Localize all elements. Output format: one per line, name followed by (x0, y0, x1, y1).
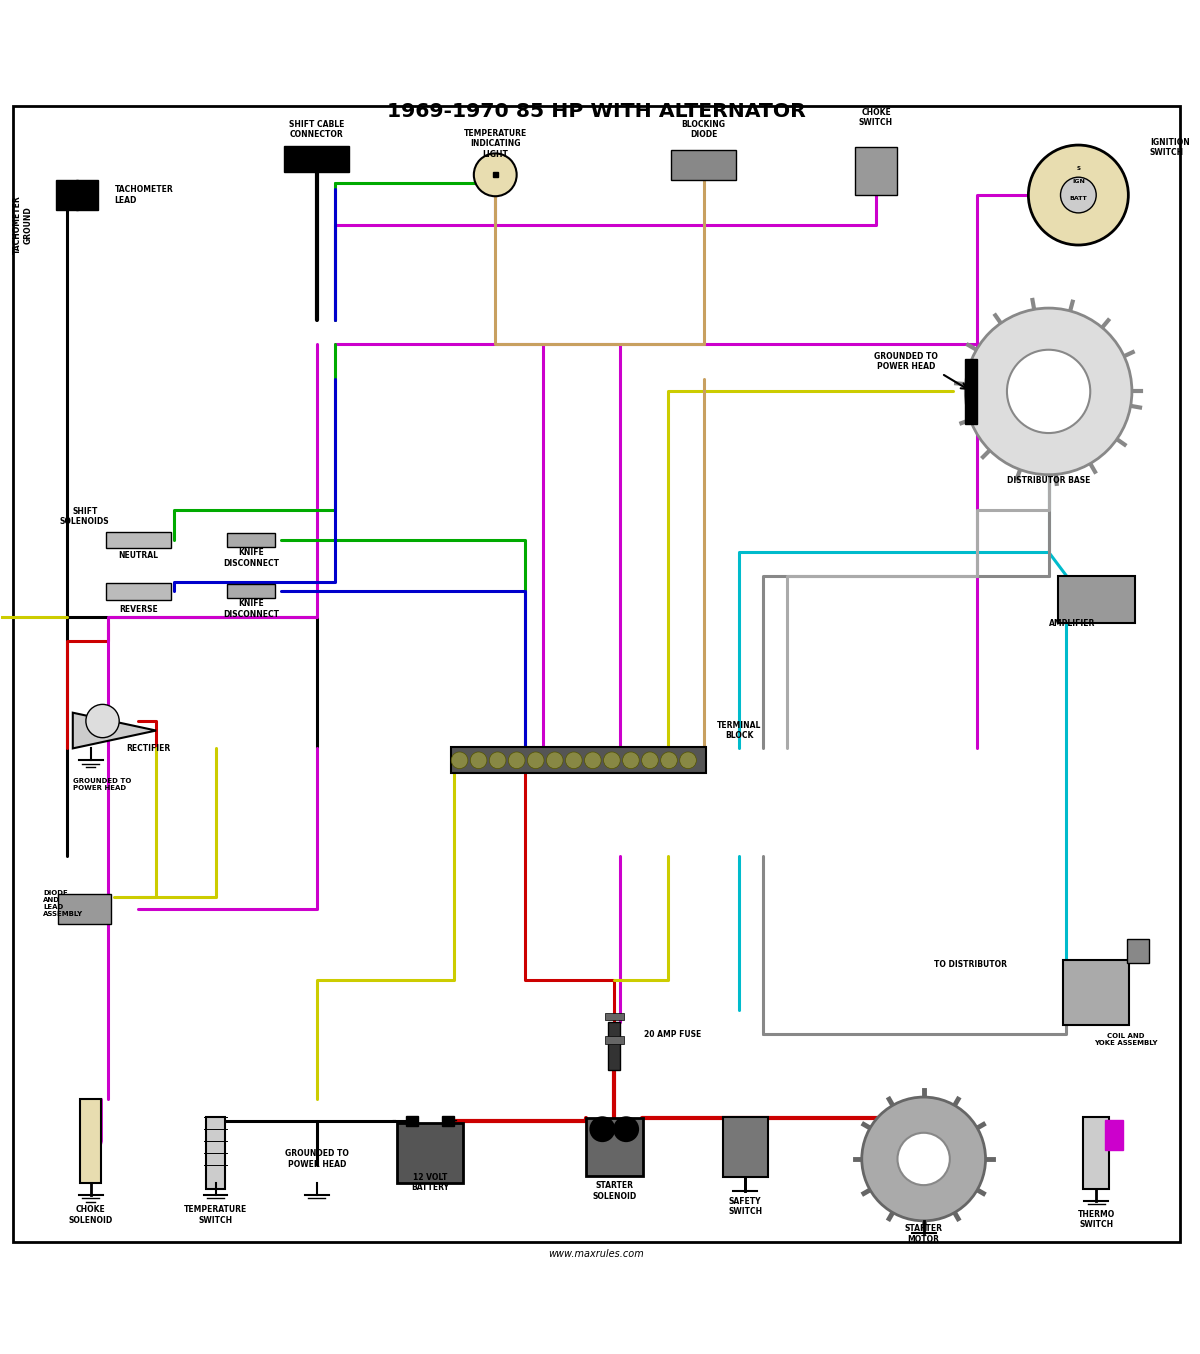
Text: GROUNDED TO
POWER HEAD: GROUNDED TO POWER HEAD (284, 1150, 349, 1169)
FancyBboxPatch shape (1063, 960, 1129, 1025)
FancyBboxPatch shape (106, 584, 170, 600)
Text: CHOKE
SOLENOID: CHOKE SOLENOID (68, 1205, 113, 1224)
Circle shape (1007, 349, 1091, 433)
Text: BLOCKING
DIODE: BLOCKING DIODE (682, 121, 726, 139)
FancyBboxPatch shape (58, 894, 112, 923)
FancyBboxPatch shape (1105, 1120, 1123, 1150)
FancyBboxPatch shape (671, 150, 737, 180)
FancyBboxPatch shape (856, 148, 896, 195)
Text: AMPLIFIER: AMPLIFIER (1049, 619, 1096, 628)
Circle shape (565, 751, 582, 769)
Text: +: + (449, 1116, 458, 1127)
Circle shape (451, 751, 468, 769)
Text: STARTER
SOLENOID: STARTER SOLENOID (592, 1182, 636, 1201)
Text: IGN: IGN (1072, 180, 1085, 184)
Text: IGNITION
SWITCH: IGNITION SWITCH (1150, 138, 1189, 157)
FancyBboxPatch shape (586, 1118, 643, 1175)
FancyBboxPatch shape (493, 172, 498, 177)
Text: CHOKE
SWITCH: CHOKE SWITCH (859, 108, 893, 127)
FancyBboxPatch shape (77, 180, 97, 210)
Circle shape (614, 1117, 638, 1141)
FancyBboxPatch shape (228, 584, 275, 598)
Text: STARTER
MOTOR: STARTER MOTOR (905, 1224, 943, 1243)
Text: SHIFT
SOLENOIDS: SHIFT SOLENOIDS (60, 506, 109, 527)
Text: REVERSE: REVERSE (119, 605, 157, 613)
Text: TACHOMETER
LEAD: TACHOMETER LEAD (114, 185, 173, 204)
Text: KNIFE
DISCONNECT: KNIFE DISCONNECT (223, 600, 280, 619)
FancyBboxPatch shape (80, 1099, 101, 1183)
Circle shape (86, 704, 119, 738)
Circle shape (604, 751, 620, 769)
FancyBboxPatch shape (106, 532, 170, 548)
Circle shape (509, 751, 524, 769)
Text: DIODE
AND
LEAD
ASSEMBLY: DIODE AND LEAD ASSEMBLY (43, 890, 83, 917)
Circle shape (1061, 177, 1097, 213)
Text: GROUNDED TO
POWER HEAD: GROUNDED TO POWER HEAD (73, 777, 131, 791)
FancyBboxPatch shape (722, 1117, 768, 1177)
Text: TO DISTRIBUTOR: TO DISTRIBUTOR (934, 960, 1007, 969)
Circle shape (623, 751, 640, 769)
Text: TEMPERATURE
SWITCH: TEMPERATURE SWITCH (184, 1205, 247, 1224)
Text: RECTIFIER: RECTIFIER (126, 743, 170, 753)
Text: SAFETY
SWITCH: SAFETY SWITCH (728, 1197, 762, 1216)
Circle shape (474, 153, 517, 196)
Circle shape (898, 1133, 950, 1185)
FancyBboxPatch shape (965, 359, 977, 424)
Circle shape (527, 751, 544, 769)
FancyBboxPatch shape (605, 1036, 624, 1044)
FancyBboxPatch shape (406, 1116, 418, 1125)
Text: GROUNDED TO
POWER HEAD: GROUNDED TO POWER HEAD (874, 352, 937, 371)
FancyBboxPatch shape (605, 1013, 624, 1020)
Text: SHIFT CABLE
CONNECTOR: SHIFT CABLE CONNECTOR (289, 121, 344, 139)
FancyBboxPatch shape (56, 180, 78, 210)
Circle shape (642, 751, 659, 769)
FancyBboxPatch shape (397, 1124, 462, 1183)
Text: -: - (391, 1116, 396, 1127)
Text: 20 AMP FUSE: 20 AMP FUSE (644, 1029, 701, 1039)
Circle shape (679, 751, 696, 769)
FancyBboxPatch shape (451, 747, 707, 773)
Text: BATT: BATT (1069, 196, 1087, 202)
FancyBboxPatch shape (442, 1116, 454, 1125)
Text: 12 VOLT
BATTERY: 12 VOLT BATTERY (410, 1173, 449, 1193)
Text: S: S (1076, 167, 1080, 172)
Text: THERMO
SWITCH: THERMO SWITCH (1078, 1210, 1115, 1229)
Text: TACHOMETER
GROUND: TACHOMETER GROUND (13, 195, 32, 255)
Polygon shape (73, 712, 156, 749)
FancyBboxPatch shape (1127, 938, 1148, 963)
Text: KNIFE
DISCONNECT: KNIFE DISCONNECT (223, 548, 280, 567)
Text: NEUTRAL: NEUTRAL (119, 551, 158, 561)
Circle shape (661, 751, 677, 769)
FancyBboxPatch shape (284, 146, 349, 172)
FancyBboxPatch shape (1057, 575, 1135, 623)
Circle shape (590, 1117, 614, 1141)
Text: DISTRIBUTOR BASE: DISTRIBUTOR BASE (1007, 477, 1091, 485)
Text: COIL AND
YOKE ASSEMBLY: COIL AND YOKE ASSEMBLY (1094, 1033, 1158, 1047)
Circle shape (546, 751, 563, 769)
Circle shape (490, 751, 506, 769)
FancyBboxPatch shape (1084, 1117, 1109, 1189)
Circle shape (862, 1097, 985, 1221)
Circle shape (584, 751, 601, 769)
Text: 1969-1970 85 HP WITH ALTERNATOR: 1969-1970 85 HP WITH ALTERNATOR (388, 103, 805, 122)
Text: www.maxrules.com: www.maxrules.com (548, 1250, 644, 1259)
Circle shape (470, 751, 487, 769)
Text: TERMINAL
BLOCK: TERMINAL BLOCK (718, 720, 761, 741)
Circle shape (965, 309, 1132, 475)
FancyBboxPatch shape (608, 1022, 620, 1070)
FancyBboxPatch shape (206, 1117, 226, 1189)
Text: TEMPERATURE
INDICATING
LIGHT: TEMPERATURE INDICATING LIGHT (463, 129, 527, 158)
FancyBboxPatch shape (228, 533, 275, 547)
Circle shape (1028, 145, 1128, 245)
